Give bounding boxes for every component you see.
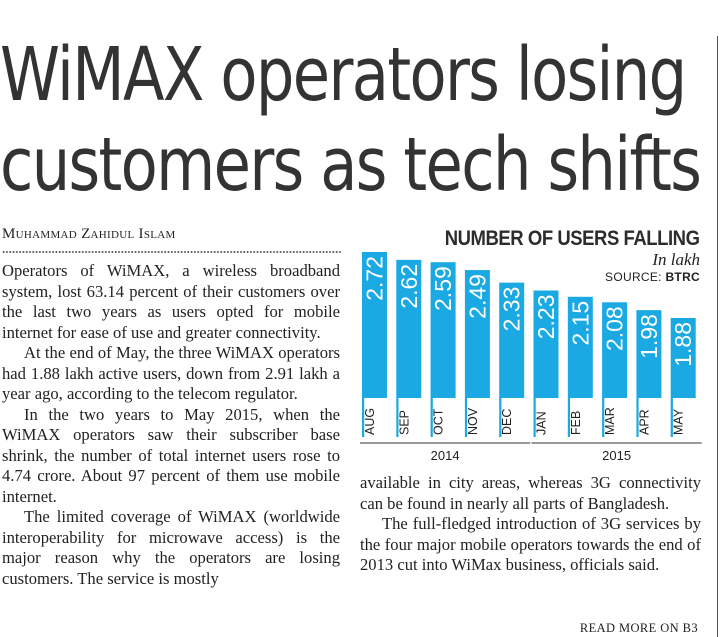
- chart-title: NUMBER OF USERS FALLING: [445, 227, 700, 250]
- year-label: 2014: [431, 448, 460, 463]
- bar: [567, 296, 593, 398]
- article-body-left-column: Operators of WiMAX, a wireless broadband…: [2, 261, 340, 589]
- headline-line-2: customers as tech shifts: [0, 122, 702, 208]
- paragraph: The full-fledged introduction of 3G serv…: [360, 514, 701, 574]
- bar: [430, 262, 456, 398]
- paragraph: At the end of May, the three WiMAX opera…: [2, 343, 340, 403]
- column-divider: [717, 36, 718, 637]
- bar-stripe: [670, 398, 673, 437]
- bar-stripe: [362, 398, 365, 437]
- chart-source: SOURCE: BTRC: [605, 270, 700, 284]
- bar-value-label: 2.15: [567, 301, 593, 346]
- bar-stripe: [464, 398, 468, 437]
- month-label: APR: [637, 409, 651, 435]
- bar-stripe: [533, 398, 536, 437]
- bar-stripe: [499, 398, 502, 437]
- headline-line-1: WiMAX operators losing: [0, 32, 687, 118]
- month-label: JAN: [535, 411, 549, 435]
- month-label: NOV: [466, 407, 480, 435]
- paragraph: Operators of WiMAX, a wireless broadband…: [2, 261, 340, 342]
- paragraph: available in city areas, whereas 3G conn…: [360, 473, 701, 513]
- month-label: OCT: [432, 408, 446, 435]
- headline: WiMAX operators losing customers as tech…: [0, 30, 702, 210]
- bar: [362, 252, 387, 398]
- bar-stripe: [396, 398, 399, 437]
- bar: [464, 270, 490, 398]
- year-label: 2015: [602, 448, 631, 463]
- bar-stripe: [636, 398, 639, 437]
- bar: [636, 310, 662, 398]
- paragraph: The limited coverage of WiMAX (worldwide…: [2, 507, 340, 588]
- chart-source-label: SOURCE:: [605, 270, 662, 284]
- bar-value-label: 2.08: [602, 306, 628, 351]
- bar: [396, 259, 422, 398]
- bar-stripe: [602, 398, 605, 437]
- dotted-separator: [2, 250, 342, 254]
- paragraph: In the two years to May 2015, when the W…: [2, 404, 340, 506]
- article-body-right-column: available in city areas, whereas 3G conn…: [360, 473, 701, 576]
- bar-chart: 2.72 AUG 2.62 SEP 2.59 OCT 2.49 NOV 2.33 DEC 2.23 J…: [360, 252, 702, 463]
- month-label: MAY: [672, 408, 686, 435]
- bar-value-label: 2.72: [362, 256, 388, 301]
- month-label: SEP: [397, 410, 411, 435]
- bar-value-label: 1.98: [636, 314, 662, 359]
- bar-value-label: 2.33: [499, 287, 525, 332]
- month-label: AUG: [363, 408, 377, 435]
- bar-value-label: 2.49: [464, 274, 490, 319]
- bar: [533, 290, 559, 398]
- bar-value-label: 1.88: [670, 322, 696, 367]
- bar-stripe: [567, 398, 570, 437]
- bar-value-label: 2.23: [533, 295, 559, 340]
- bar: [602, 302, 628, 398]
- month-label: FEB: [569, 411, 583, 435]
- bar-value-label: 2.62: [396, 264, 422, 309]
- bar-stripe: [430, 398, 433, 437]
- bar: [499, 282, 525, 398]
- byline: Muhammad Zahidul Islam: [2, 226, 176, 242]
- bar-value-label: 2.59: [430, 266, 456, 311]
- chart-source-name: BTRC: [665, 270, 700, 284]
- read-more-link[interactable]: READ MORE ON B3: [579, 621, 698, 635]
- month-label: DEC: [500, 409, 514, 435]
- bar: [670, 318, 696, 398]
- chart-unit: In lakh: [652, 250, 700, 269]
- month-label: MAR: [603, 407, 617, 435]
